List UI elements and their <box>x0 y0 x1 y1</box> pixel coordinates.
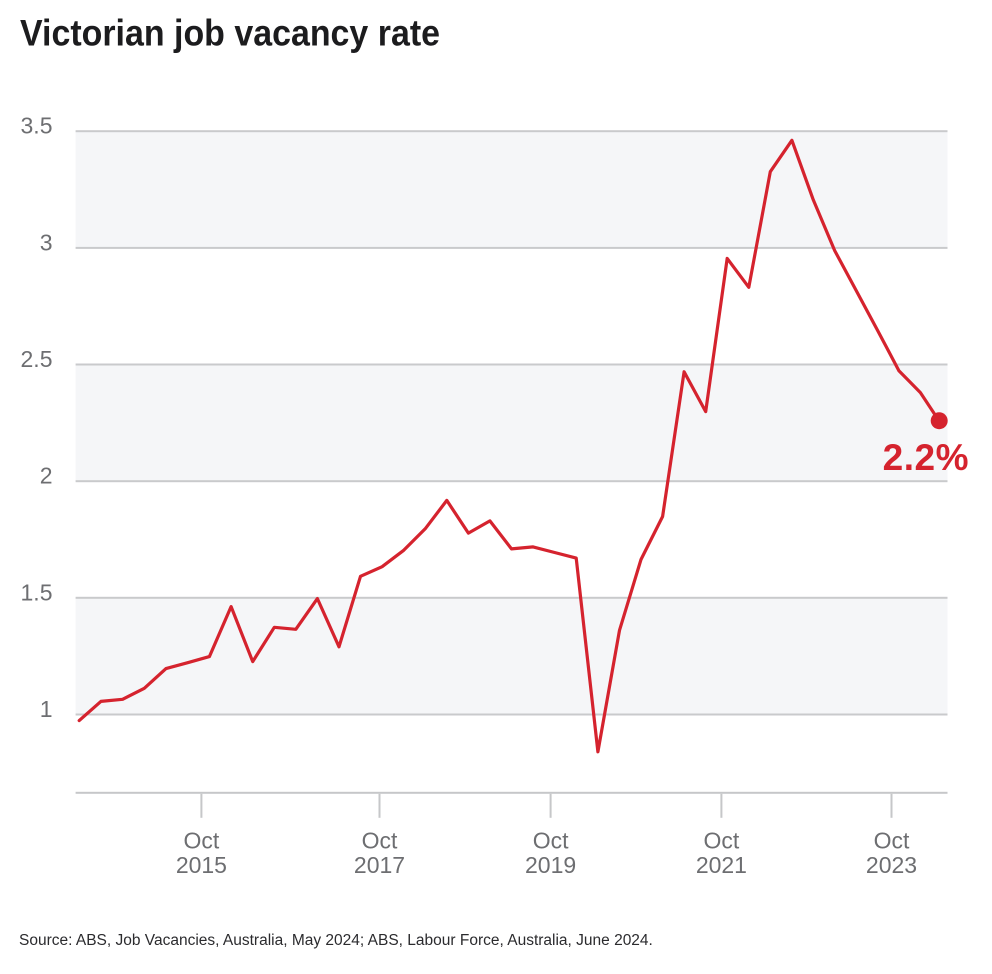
svg-text:1.5: 1.5 <box>21 579 53 605</box>
svg-text:3: 3 <box>40 229 53 255</box>
svg-text:Oct: Oct <box>184 827 220 853</box>
svg-text:2019: 2019 <box>525 852 576 878</box>
svg-text:3.5: 3.5 <box>21 113 53 139</box>
svg-text:2.5: 2.5 <box>21 346 53 372</box>
svg-text:Oct: Oct <box>704 827 740 853</box>
svg-text:Oct: Oct <box>362 827 398 853</box>
svg-text:2017: 2017 <box>354 852 405 878</box>
svg-text:2: 2 <box>40 463 53 489</box>
svg-text:2.2%: 2.2% <box>883 437 969 478</box>
svg-text:1: 1 <box>40 696 53 722</box>
svg-text:Oct: Oct <box>874 827 910 853</box>
svg-text:2023: 2023 <box>866 852 917 878</box>
svg-text:Victorian job vacancy rate: Victorian job vacancy rate <box>20 13 440 54</box>
svg-text:2015: 2015 <box>176 852 227 878</box>
svg-text:2021: 2021 <box>696 852 747 878</box>
svg-text:Oct: Oct <box>533 827 569 853</box>
svg-text:Source: ABS, Job Vacancies, Au: Source: ABS, Job Vacancies, Australia, M… <box>19 932 653 949</box>
